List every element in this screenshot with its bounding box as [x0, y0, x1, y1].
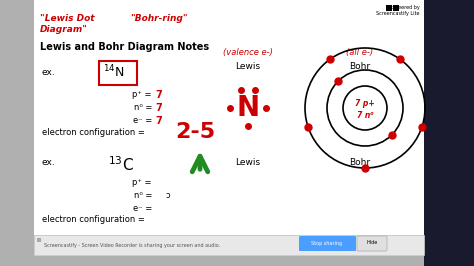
Text: ex.: ex.	[42, 68, 56, 77]
Text: Stop sharing: Stop sharing	[311, 240, 343, 246]
Text: p⁺ =: p⁺ =	[133, 90, 152, 99]
Text: $^{14}$N: $^{14}$N	[103, 64, 125, 81]
Text: e⁻ =: e⁻ =	[133, 204, 152, 213]
Text: electron configuration =: electron configuration =	[42, 215, 145, 224]
Text: "Lewis Dot
Diagram": "Lewis Dot Diagram"	[40, 14, 94, 34]
Bar	[37, 238, 41, 242]
Bar	[386, 5, 392, 11]
Text: n⁰ =: n⁰ =	[134, 191, 152, 200]
Text: 7: 7	[155, 116, 162, 126]
FancyBboxPatch shape	[357, 236, 387, 251]
Text: ex.: ex.	[42, 158, 56, 167]
Text: (valence e-): (valence e-)	[223, 48, 273, 57]
Circle shape	[343, 86, 387, 130]
Text: Bohr: Bohr	[349, 62, 371, 71]
Text: p⁺ =: p⁺ =	[133, 178, 152, 187]
Text: Lewis: Lewis	[236, 62, 261, 71]
Bar	[393, 5, 399, 11]
FancyBboxPatch shape	[99, 61, 137, 85]
Text: 7 n⁰: 7 n⁰	[357, 110, 374, 119]
Text: 2-5: 2-5	[175, 122, 215, 142]
Text: 7: 7	[155, 90, 162, 100]
Bar	[34, 235, 424, 255]
Text: Hide: Hide	[366, 240, 378, 246]
Text: e⁻ =: e⁻ =	[133, 116, 152, 125]
Text: powered by
Screencastify Lite: powered by Screencastify Lite	[376, 5, 420, 16]
Text: Lewis and Bohr Diagram Notes: Lewis and Bohr Diagram Notes	[40, 42, 209, 52]
FancyBboxPatch shape	[299, 236, 356, 251]
Text: ↄ: ↄ	[165, 191, 170, 200]
Text: 7 p+: 7 p+	[355, 99, 375, 109]
Text: n⁰ =: n⁰ =	[134, 103, 152, 112]
Text: Screencastify - Screen Video Recorder is sharing your screen and audio.: Screencastify - Screen Video Recorder is…	[44, 243, 220, 247]
Text: 7: 7	[155, 103, 162, 113]
Text: $^{13}$C: $^{13}$C	[108, 155, 134, 174]
Text: (all e-): (all e-)	[346, 48, 374, 57]
Text: "Bohr-ring": "Bohr-ring"	[130, 14, 188, 23]
Text: Lewis: Lewis	[236, 158, 261, 167]
Text: Bohr: Bohr	[349, 158, 371, 167]
Bar	[424, 0, 474, 266]
Text: N: N	[237, 94, 260, 122]
Text: electron configuration =: electron configuration =	[42, 128, 145, 137]
Bar	[34, 0, 424, 235]
